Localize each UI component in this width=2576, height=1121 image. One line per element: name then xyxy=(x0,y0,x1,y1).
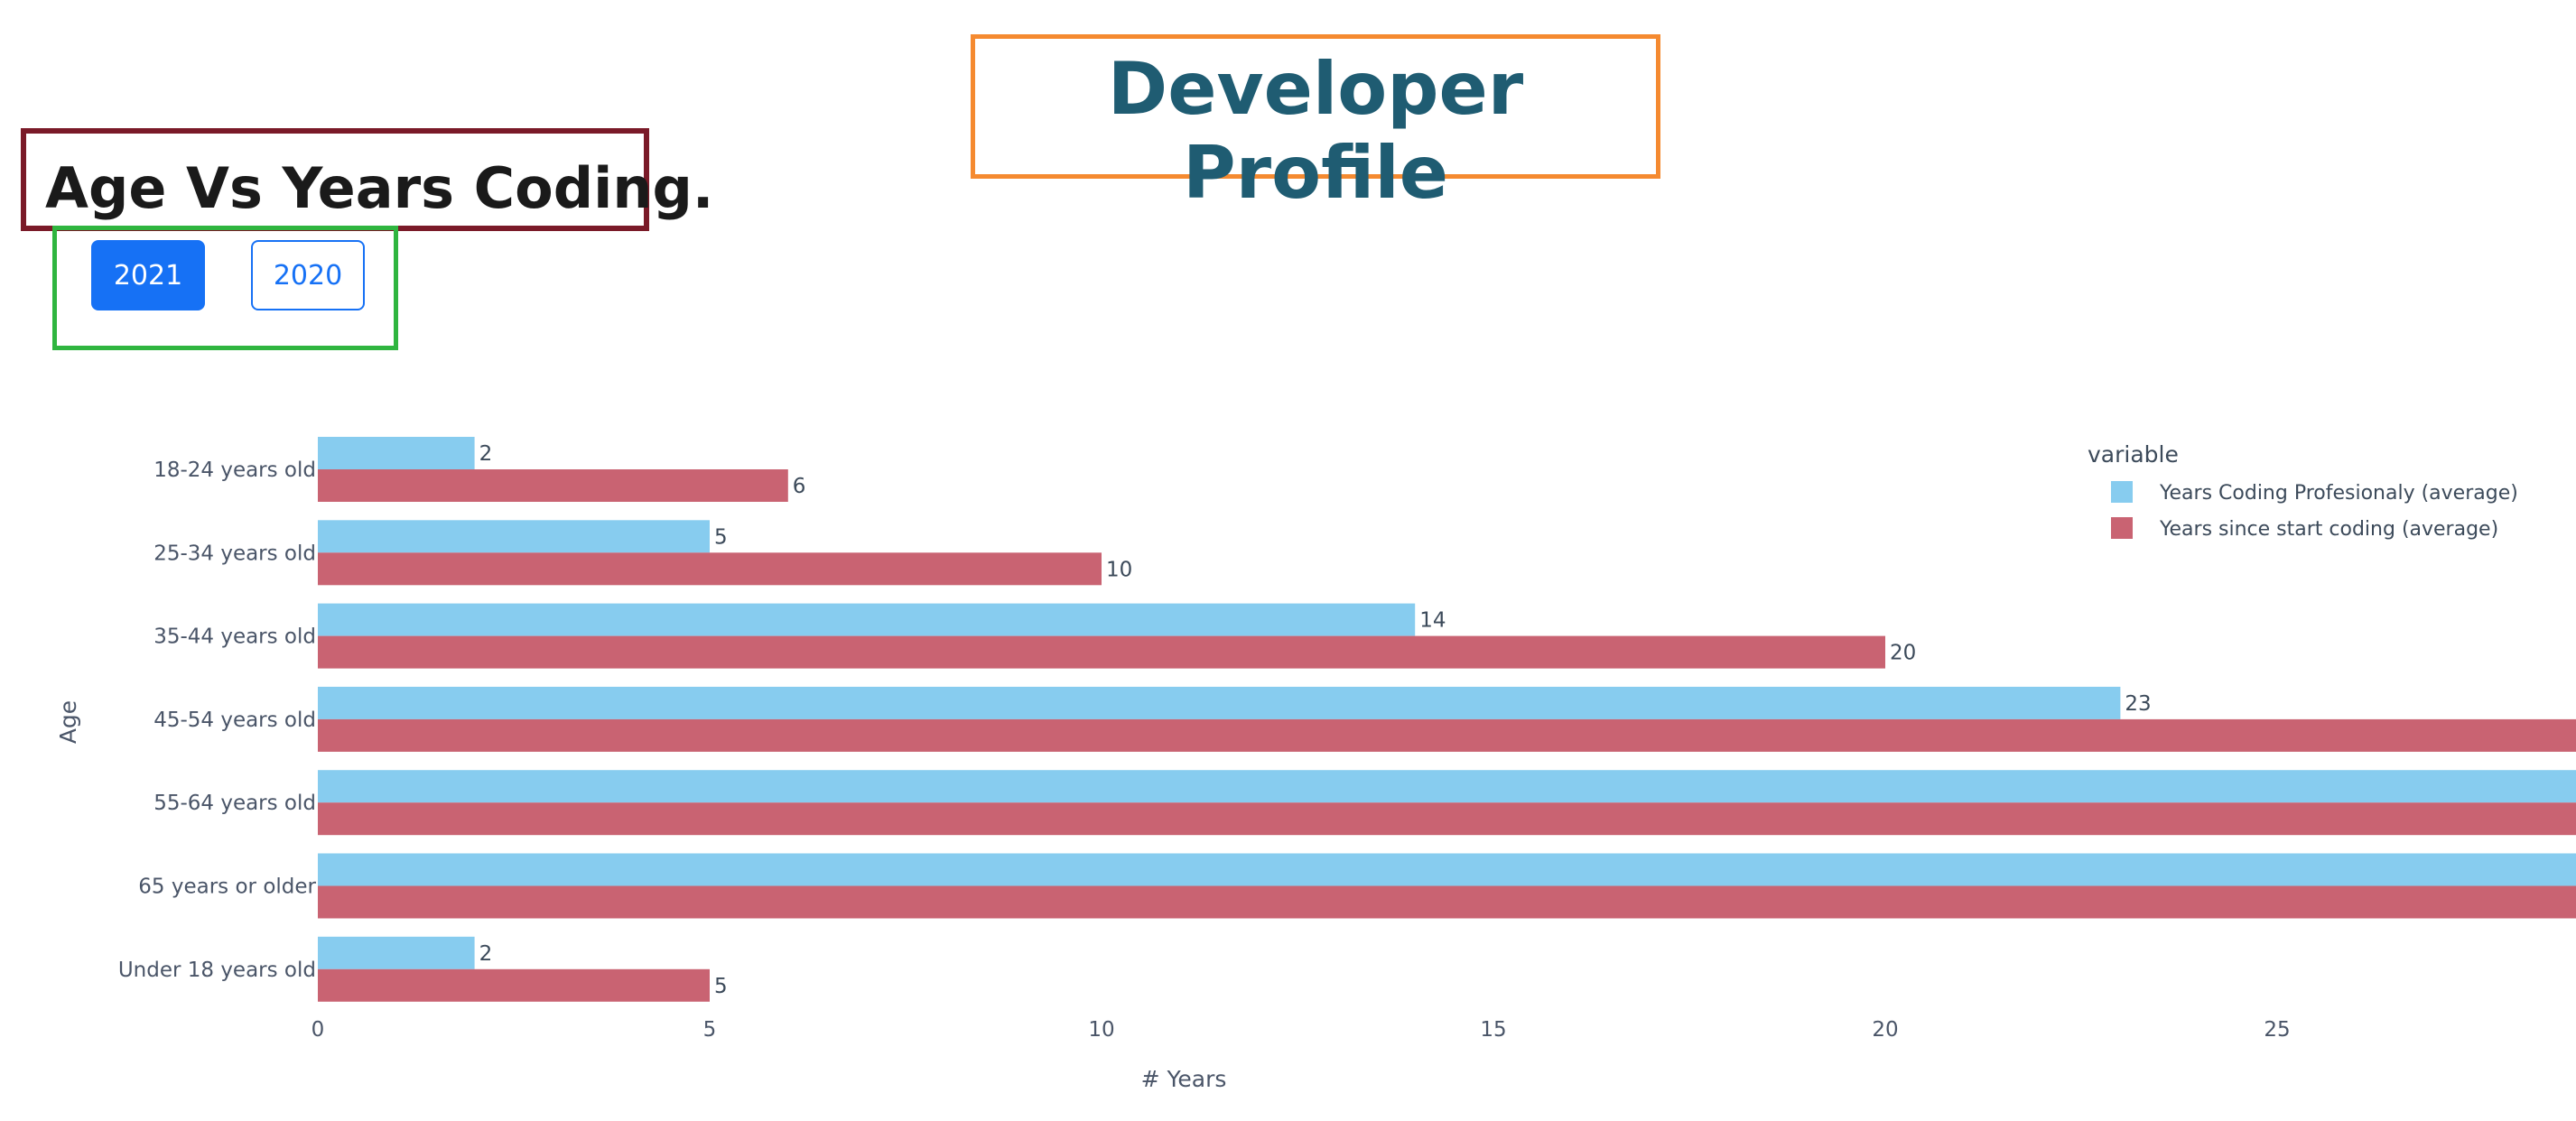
bar-since-start-3 xyxy=(318,718,2576,752)
x-tick-label: 5 xyxy=(703,1018,717,1042)
x-tick-label: 10 xyxy=(1088,1018,1114,1042)
bar-since-start-4 xyxy=(318,802,2576,836)
legend-item-label: Years Coding Profesionaly (average) xyxy=(2159,482,2518,505)
year-button-2021[interactable]: 2021 xyxy=(91,240,205,310)
bar-since-start-6 xyxy=(318,968,710,1002)
y-axis-title: Age xyxy=(55,700,81,744)
bar-value-label: 5 xyxy=(714,525,728,549)
category-label: 35-44 years old xyxy=(153,625,316,649)
bar-value-label: 2 xyxy=(479,442,493,466)
legend-swatch xyxy=(2111,517,2133,539)
x-axis-title: # Years xyxy=(1141,1066,1227,1092)
bar-professional-5 xyxy=(318,853,2576,886)
legend-swatch xyxy=(2111,481,2133,503)
bar-since-start-0 xyxy=(318,469,788,502)
bar-since-start-1 xyxy=(318,552,1102,586)
x-tick-label: 20 xyxy=(1872,1018,1898,1042)
bar-professional-1 xyxy=(318,520,710,553)
category-label: 65 years or older xyxy=(138,875,316,899)
bar-value-label: 14 xyxy=(1419,609,1446,633)
category-label: 55-64 years old xyxy=(153,792,316,815)
bar-value-label: 6 xyxy=(793,475,806,498)
category-label: 25-34 years old xyxy=(153,542,316,565)
bar-value-label: 10 xyxy=(1106,558,1132,581)
bar-professional-6 xyxy=(318,936,475,969)
bar-since-start-2 xyxy=(318,635,1885,669)
bar-value-label: 2 xyxy=(479,942,493,966)
page-title: Developer Profile xyxy=(1107,47,1524,215)
x-tick-label: 15 xyxy=(1480,1018,1506,1042)
section-title: Age Vs Years Coding. xyxy=(45,155,714,221)
bar-professional-3 xyxy=(318,686,2121,719)
bar-since-start-5 xyxy=(318,885,2576,919)
year-selector-frame xyxy=(52,226,398,350)
category-label: 45-54 years old xyxy=(153,709,316,732)
legend-item-label: Years since start coding (average) xyxy=(2159,518,2498,541)
category-label: 18-24 years old xyxy=(153,459,316,482)
bar-professional-4 xyxy=(318,770,2576,803)
bar-value-label: 20 xyxy=(1890,642,1916,665)
bar-value-label: 23 xyxy=(2125,692,2151,716)
year-button-2020[interactable]: 2020 xyxy=(251,240,365,310)
category-label: Under 18 years old xyxy=(118,959,316,982)
x-tick-label: 0 xyxy=(312,1018,325,1042)
legend-title: variable xyxy=(2088,441,2179,468)
bar-professional-2 xyxy=(318,603,1416,636)
bar-value-label: 5 xyxy=(714,975,728,998)
x-tick-label: 25 xyxy=(2264,1018,2290,1042)
legend: variable Years Coding Profesionaly (aver… xyxy=(2088,441,2518,541)
page-title-frame xyxy=(971,34,1660,179)
bar-professional-0 xyxy=(318,437,475,469)
